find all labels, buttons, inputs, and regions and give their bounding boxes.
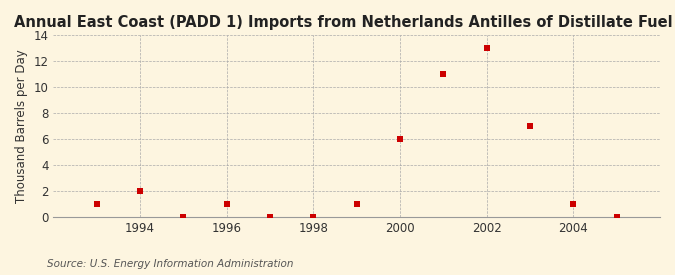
Text: Source: U.S. Energy Information Administration: Source: U.S. Energy Information Administ…: [47, 259, 294, 269]
Point: [438, 72, 449, 76]
Title: Annual East Coast (PADD 1) Imports from Netherlands Antilles of Distillate Fuel : Annual East Coast (PADD 1) Imports from …: [14, 15, 675, 30]
Point: [612, 214, 622, 219]
Point: [135, 189, 146, 194]
Y-axis label: Thousand Barrels per Day: Thousand Barrels per Day: [15, 50, 28, 203]
Point: [524, 124, 535, 128]
Point: [308, 214, 319, 219]
Point: [351, 202, 362, 207]
Point: [568, 202, 578, 207]
Point: [221, 202, 232, 207]
Point: [265, 214, 275, 219]
Point: [481, 46, 492, 51]
Point: [395, 137, 406, 142]
Point: [91, 202, 102, 207]
Point: [178, 214, 189, 219]
